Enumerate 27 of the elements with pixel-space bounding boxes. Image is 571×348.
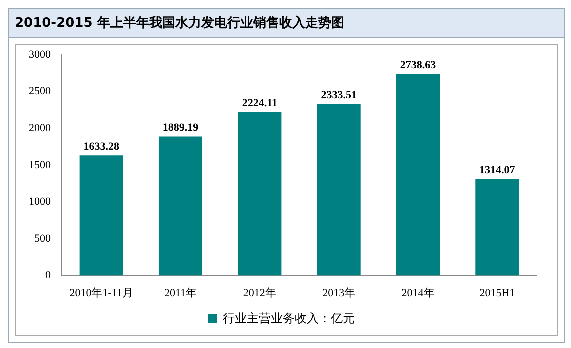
x-tick-label: 2012年 (243, 287, 276, 300)
x-tick-label: 2013年 (322, 287, 356, 300)
y-tick-label: 0 (46, 270, 52, 282)
bar (238, 112, 282, 276)
chart-title: 2010-2015 年上半年我国水力发电行业销售收入走势图 (9, 9, 564, 38)
bar (476, 179, 520, 276)
bar (80, 156, 124, 276)
data-label: 1889.19 (162, 122, 200, 134)
data-label: 2224.11 (242, 97, 278, 110)
y-tick-label: 1000 (29, 196, 52, 208)
data-label: 1314.07 (480, 164, 516, 176)
x-tick-label: 2011年 (164, 287, 198, 300)
y-tick-label: 2000 (29, 122, 52, 134)
x-tick-label: 2010年1-11月 (70, 287, 134, 300)
data-label: 1633.28 (84, 140, 120, 153)
data-label: 2333.51 (321, 89, 357, 102)
bar (396, 74, 440, 276)
bar (317, 104, 361, 276)
y-tick-label: 1500 (29, 159, 52, 172)
y-tick-label: 2500 (29, 86, 52, 98)
legend-label: 行业主营业务收入：亿元 (223, 311, 355, 326)
data-label: 2738.63 (400, 60, 437, 72)
x-tick-label: 2015H1 (480, 287, 516, 300)
y-tick-label: 3000 (29, 48, 52, 61)
y-tick-label: 500 (34, 232, 52, 245)
x-tick-label: 2014年 (402, 287, 435, 300)
bar (158, 136, 203, 276)
